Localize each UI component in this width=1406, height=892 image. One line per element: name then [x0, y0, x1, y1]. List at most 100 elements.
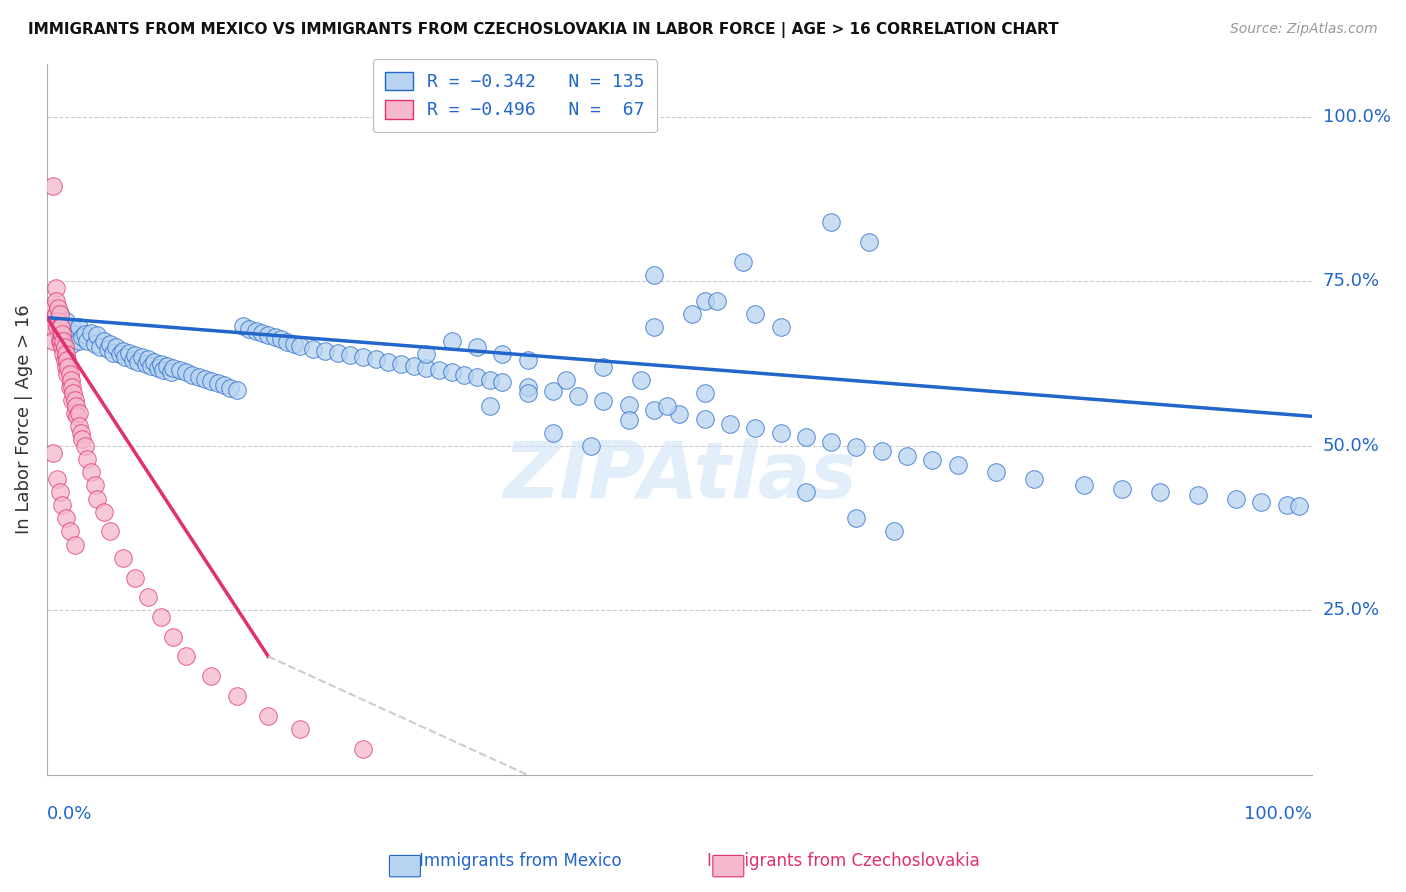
- Point: [769, 425, 792, 440]
- Point: [921, 453, 943, 467]
- Point: [339, 348, 361, 362]
- Point: [655, 400, 678, 414]
- Text: 75.0%: 75.0%: [1323, 272, 1381, 291]
- Point: [63, 327, 86, 342]
- Point: [162, 630, 184, 644]
- Point: [42, 179, 65, 194]
- Point: [46, 320, 69, 334]
- Point: [389, 357, 412, 371]
- Point: [160, 365, 183, 379]
- Point: [693, 412, 716, 426]
- Point: [478, 400, 501, 414]
- Point: [245, 324, 267, 338]
- Point: [59, 524, 82, 539]
- Point: [187, 369, 209, 384]
- Point: [554, 373, 576, 387]
- Point: [440, 365, 463, 379]
- Text: ZIPAtlas: ZIPAtlas: [502, 439, 856, 515]
- Point: [352, 350, 374, 364]
- Point: [89, 340, 111, 354]
- Point: [207, 376, 229, 391]
- Point: [111, 343, 134, 358]
- Point: [148, 361, 170, 376]
- Point: [1073, 478, 1095, 492]
- Point: [1149, 485, 1171, 500]
- Point: [110, 347, 132, 361]
- Point: [42, 445, 65, 459]
- Point: [118, 345, 141, 359]
- Text: 100.0%: 100.0%: [1244, 805, 1312, 823]
- Point: [630, 373, 652, 387]
- Point: [169, 363, 191, 377]
- Point: [93, 505, 115, 519]
- Point: [46, 301, 69, 315]
- Point: [706, 294, 728, 309]
- Point: [139, 359, 162, 373]
- Point: [73, 327, 96, 342]
- Point: [59, 373, 82, 387]
- Point: [858, 235, 880, 249]
- Point: [516, 380, 538, 394]
- Point: [453, 368, 475, 382]
- Point: [73, 439, 96, 453]
- Point: [72, 330, 94, 344]
- Point: [56, 353, 79, 368]
- Point: [136, 352, 159, 367]
- Text: Immigrants from Czechoslovakia: Immigrants from Czechoslovakia: [707, 852, 980, 870]
- Point: [516, 386, 538, 401]
- Point: [491, 375, 513, 389]
- Point: [1187, 488, 1209, 502]
- Point: [162, 361, 184, 376]
- Point: [567, 389, 589, 403]
- Point: [794, 485, 817, 500]
- Point: [181, 368, 204, 382]
- Point: [288, 339, 311, 353]
- Point: [478, 373, 501, 387]
- Point: [53, 340, 76, 354]
- Point: [55, 334, 77, 348]
- Point: [45, 281, 67, 295]
- Point: [42, 310, 65, 325]
- Point: [48, 307, 70, 321]
- Point: [870, 444, 893, 458]
- Point: [427, 363, 450, 377]
- Point: [42, 320, 65, 334]
- Point: [63, 406, 86, 420]
- Point: [415, 347, 437, 361]
- Point: [46, 472, 69, 486]
- Point: [55, 511, 77, 525]
- Point: [67, 320, 90, 334]
- Point: [76, 334, 98, 348]
- Point: [55, 314, 77, 328]
- Point: [946, 458, 969, 472]
- Point: [63, 538, 86, 552]
- Point: [820, 215, 842, 229]
- Point: [49, 320, 72, 334]
- Point: [212, 378, 235, 392]
- Point: [465, 340, 488, 354]
- Point: [1288, 500, 1310, 514]
- Point: [794, 430, 817, 444]
- Point: [149, 357, 172, 371]
- Point: [67, 419, 90, 434]
- Point: [257, 328, 280, 343]
- Point: [643, 320, 665, 334]
- Point: [225, 383, 247, 397]
- Point: [59, 380, 82, 394]
- Point: [51, 498, 73, 512]
- Point: [1111, 482, 1133, 496]
- Point: [84, 337, 107, 351]
- Point: [98, 337, 121, 351]
- Point: [86, 328, 108, 343]
- Point: [136, 591, 159, 605]
- Point: [668, 408, 690, 422]
- Point: [122, 353, 145, 368]
- Point: [70, 425, 93, 440]
- Point: [769, 320, 792, 334]
- Point: [105, 340, 128, 354]
- Point: [80, 465, 103, 479]
- Point: [283, 337, 305, 351]
- Point: [59, 367, 82, 381]
- Point: [51, 327, 73, 342]
- Point: [52, 334, 75, 348]
